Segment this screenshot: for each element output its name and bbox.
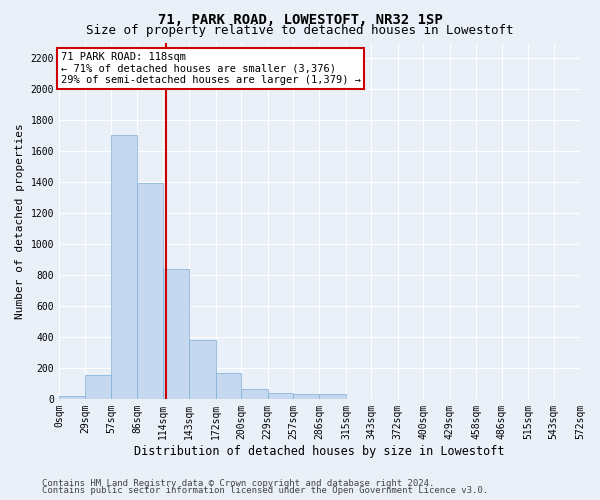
Bar: [268, 392, 293, 399]
Bar: [319, 394, 346, 399]
Y-axis label: Number of detached properties: Number of detached properties: [15, 123, 25, 318]
Bar: [111, 136, 137, 399]
Text: Contains public sector information licensed under the Open Government Licence v3: Contains public sector information licen…: [42, 486, 488, 495]
Bar: [189, 340, 215, 399]
Bar: [215, 374, 241, 399]
Bar: [85, 375, 111, 399]
Bar: [59, 396, 85, 399]
Text: Size of property relative to detached houses in Lowestoft: Size of property relative to detached ho…: [86, 24, 514, 37]
Bar: [163, 268, 189, 399]
Bar: [241, 389, 268, 399]
X-axis label: Distribution of detached houses by size in Lowestoft: Distribution of detached houses by size …: [134, 444, 505, 458]
Bar: [293, 394, 319, 399]
Text: Contains HM Land Registry data © Crown copyright and database right 2024.: Contains HM Land Registry data © Crown c…: [42, 478, 434, 488]
Bar: [137, 184, 163, 399]
Text: 71, PARK ROAD, LOWESTOFT, NR32 1SP: 71, PARK ROAD, LOWESTOFT, NR32 1SP: [158, 12, 442, 26]
Text: 71 PARK ROAD: 118sqm
← 71% of detached houses are smaller (3,376)
29% of semi-de: 71 PARK ROAD: 118sqm ← 71% of detached h…: [61, 52, 361, 85]
